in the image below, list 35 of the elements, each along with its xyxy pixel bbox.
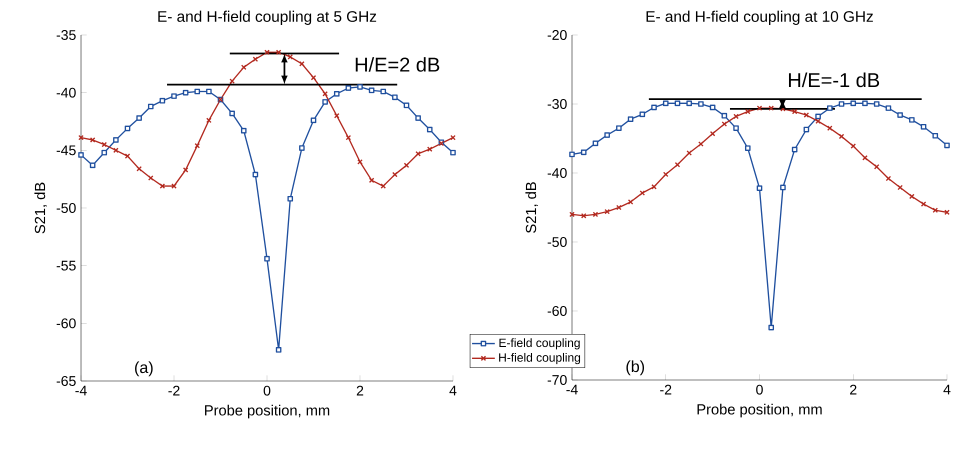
x-tick-label: -2 [660, 384, 672, 394]
x-axis-title: Probe position, mm [205, 404, 330, 418]
x-tick-label: 2 [850, 384, 856, 394]
y-tick-label: -60 [548, 306, 567, 316]
y-tick-label: -20 [548, 30, 567, 40]
y-tick-label: -45 [56, 145, 76, 156]
x-tick-label: -4 [566, 384, 578, 394]
y-tick-label: -30 [548, 99, 567, 109]
annotation: (b) [626, 360, 644, 376]
annotation: H/E=2 dB [356, 57, 440, 72]
x-tick-label: -2 [168, 386, 180, 396]
x-axis-title: Probe position, mm [698, 404, 822, 418]
chart-title: E- and H-field coupling at 5 GHz [158, 10, 376, 25]
x-tick-label: 4 [943, 384, 950, 394]
x-tick-label: 0 [264, 386, 270, 396]
y-tick-label: -50 [548, 237, 567, 247]
y-tick-label: -35 [56, 30, 76, 40]
y-tick-label: -50 [56, 203, 76, 213]
chart-title: E- and H-field coupling at 10 GHz [646, 10, 873, 25]
y-tick-label: -40 [56, 88, 76, 98]
y-tick-label: -60 [56, 318, 76, 328]
y-tick-label: -55 [56, 260, 76, 271]
legend-label: E-field coupling [499, 338, 580, 350]
annotation: (a) [135, 361, 153, 376]
y-tick-label: -40 [548, 168, 567, 178]
y-tick-label: -65 [56, 376, 76, 386]
y-axis-title: S21, dB [34, 182, 47, 234]
x-tick-label: 2 [356, 386, 364, 396]
y-axis-title: S21, dB [525, 182, 538, 233]
x-tick-label: 4 [449, 386, 456, 396]
legend-label: H-field coupling [499, 352, 580, 364]
y-tick-label: -70 [548, 375, 567, 385]
annotation: H/E=-1 dB [788, 72, 880, 88]
x-tick-label: 0 [756, 384, 763, 395]
x-tick-label: -4 [75, 386, 87, 396]
